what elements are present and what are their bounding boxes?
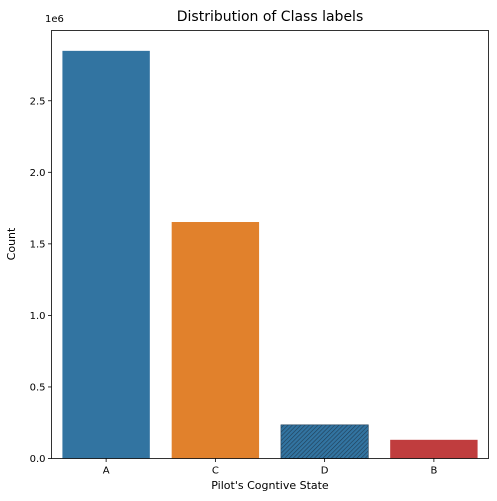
bars-group bbox=[62, 50, 478, 459]
x-tick-label: B bbox=[430, 466, 437, 477]
y-offset-label: 1e6 bbox=[45, 14, 64, 25]
y-tick-label: 0.5 bbox=[30, 382, 46, 393]
plot-frame bbox=[51, 30, 489, 459]
bar-A bbox=[62, 50, 150, 459]
y-tick-label: 2.0 bbox=[30, 168, 46, 179]
bar-B bbox=[390, 439, 478, 459]
y-tick-label: 0.0 bbox=[30, 454, 46, 465]
x-axis-label: Pilot's Cogntive State bbox=[211, 479, 329, 492]
chart-title: Distribution of Class labels bbox=[177, 9, 364, 25]
y-axis-ticks: 0.0 0.5 1.0 1.5 2.0 2.5 bbox=[30, 96, 52, 465]
bar-D bbox=[280, 424, 369, 459]
x-tick-label: A bbox=[103, 466, 110, 477]
y-tick-label: 1.0 bbox=[30, 311, 46, 322]
y-tick-label: 2.5 bbox=[30, 96, 46, 107]
x-tick-label: C bbox=[212, 466, 219, 477]
y-axis-label: Count bbox=[5, 227, 18, 260]
x-tick-label: D bbox=[321, 466, 329, 477]
bar-C bbox=[171, 222, 260, 459]
y-tick-label: 1.5 bbox=[30, 239, 46, 250]
